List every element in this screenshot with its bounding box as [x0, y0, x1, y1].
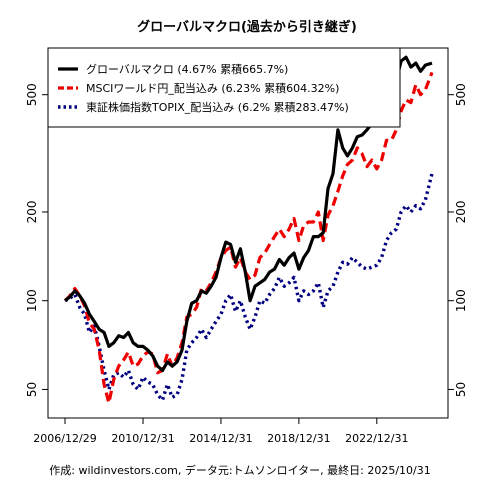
series-line-2 — [64, 173, 434, 402]
y-tick-label-left: 50 — [25, 382, 39, 397]
x-tick-label: 2006/12/29 — [33, 432, 96, 445]
source-footer: 作成: wildinvestors.com, データ元:トムソンロイター, 最終… — [49, 463, 430, 477]
y-tick-label-right: 100 — [454, 289, 468, 312]
y-axis-right: 50 100 200 500 — [448, 83, 468, 397]
legend-label-1: MSCIワールド円_配当込み (6.23% 累積604.32%) — [86, 81, 339, 95]
x-axis: 2006/12/29 2010/12/31 2014/12/31 2018/12/31… — [33, 418, 409, 445]
x-tick-label: 2010/12/31 — [111, 432, 174, 445]
y-tick-label-left: 100 — [25, 289, 39, 312]
y-axis-left: 50 100 200 500 — [25, 83, 48, 397]
series-line-1 — [63, 71, 434, 405]
legend-box — [47, 47, 401, 128]
x-tick-label: 2014/12/31 — [189, 432, 252, 445]
y-tick-label-left: 500 — [25, 83, 39, 106]
x-tick-label: 2018/12/31 — [267, 432, 330, 445]
y-tick-label-right: 500 — [454, 83, 468, 106]
legend-label-2: 東証株価指数TOPIX_配当込み (6.2% 累積283.47%) — [86, 100, 349, 114]
y-tick-label-right: 50 — [454, 382, 468, 397]
legend: グローバルマクロ (4.67% 累積665.7%) MSCIワールド円_配当込み … — [47, 47, 401, 128]
y-tick-label-left: 200 — [25, 201, 39, 224]
chart-title: グローバルマクロ(過去から引き継ぎ) — [137, 19, 357, 35]
y-tick-label-right: 200 — [454, 201, 468, 224]
legend-label-0: グローバルマクロ (4.67% 累積665.7%) — [86, 62, 288, 76]
x-tick-label: 2022/12/31 — [345, 432, 408, 445]
